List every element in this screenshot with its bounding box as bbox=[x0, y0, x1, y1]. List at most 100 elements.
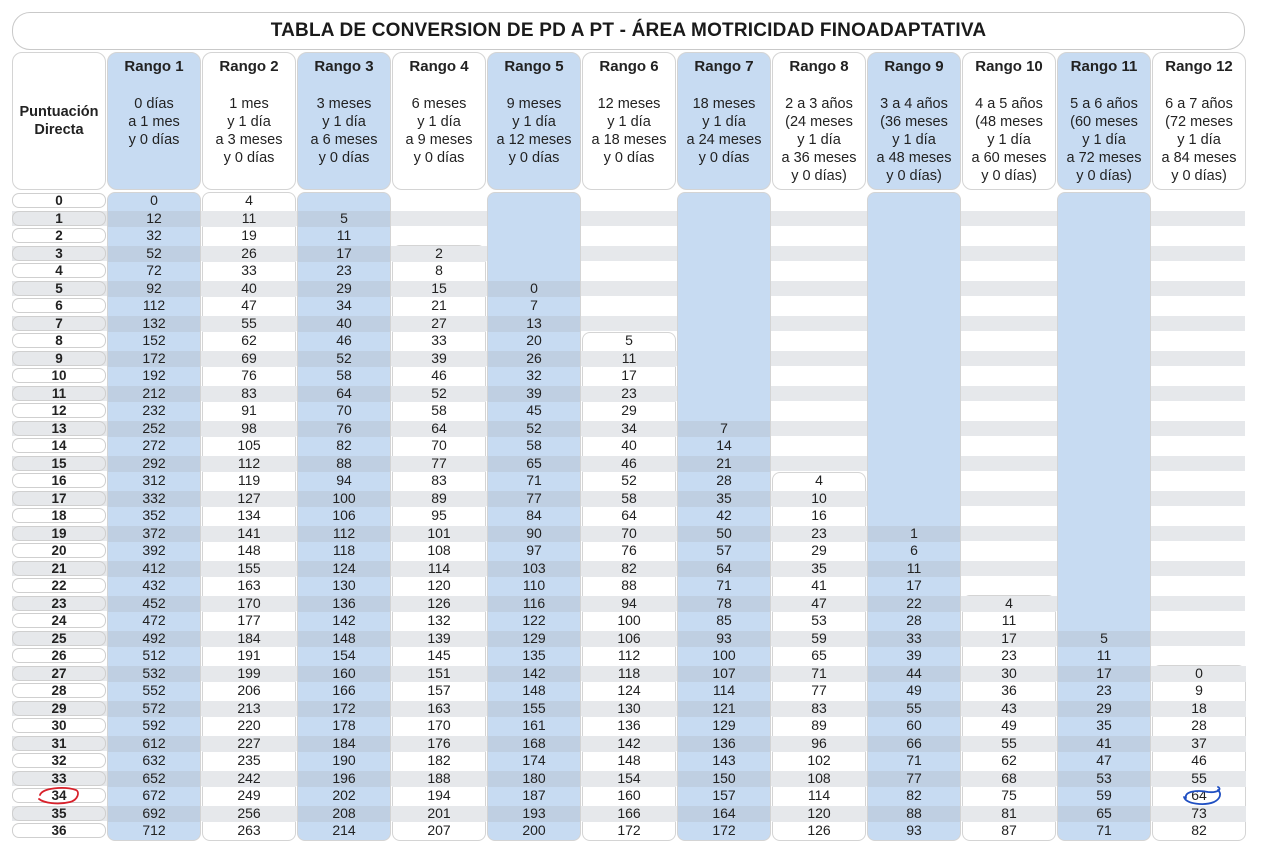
table-cell: 11 bbox=[906, 559, 922, 576]
table-cell: 58 bbox=[621, 489, 637, 506]
table-cell: 126 bbox=[427, 594, 451, 611]
cell-shade bbox=[392, 595, 486, 612]
range-title: Rango 4 bbox=[409, 58, 469, 75]
cell-shade bbox=[202, 525, 296, 542]
table-cell: 135 bbox=[522, 647, 546, 663]
table-cell: 292 bbox=[142, 454, 166, 471]
table-cell: 214 bbox=[332, 822, 356, 838]
table-cell: 22 bbox=[906, 594, 922, 611]
cell-shade bbox=[1152, 700, 1246, 717]
cell-shade bbox=[488, 735, 580, 752]
table-cell: 5 bbox=[1100, 629, 1108, 646]
cell-shade bbox=[678, 735, 770, 752]
table-cell: 66 bbox=[906, 734, 922, 751]
column-body-7 bbox=[677, 192, 771, 841]
cell-shade bbox=[202, 210, 296, 227]
pd-cell: 28 bbox=[12, 683, 106, 698]
table-cell: 93 bbox=[906, 822, 922, 838]
table-cell: 47 bbox=[1096, 752, 1112, 768]
cell-shade bbox=[298, 735, 390, 752]
table-cell: 29 bbox=[336, 279, 352, 296]
cell-shade bbox=[392, 350, 486, 367]
table-cell: 21 bbox=[716, 454, 732, 471]
column-body-5 bbox=[487, 192, 581, 841]
column-body-8 bbox=[772, 472, 866, 841]
cell-shade bbox=[298, 350, 390, 367]
table-cell: 112 bbox=[237, 454, 261, 471]
cell-shade bbox=[108, 560, 200, 577]
table-cell: 39 bbox=[906, 647, 922, 663]
cell-shade bbox=[962, 630, 1056, 647]
cell-shade bbox=[108, 665, 200, 682]
cell-shade bbox=[392, 735, 486, 752]
table-cell: 163 bbox=[427, 699, 451, 716]
cell-shade bbox=[392, 280, 486, 297]
cell-shade bbox=[298, 560, 390, 577]
table-cell: 32 bbox=[526, 367, 542, 383]
cell-shade bbox=[678, 805, 770, 822]
table-cell: 97 bbox=[526, 542, 542, 558]
range-age: 6 a 7 años (72 meses y 1 día a 84 meses … bbox=[1161, 96, 1237, 184]
table-cell: 172 bbox=[712, 822, 736, 838]
table-cell: 4 bbox=[1005, 594, 1013, 611]
table-cell: 232 bbox=[142, 402, 166, 418]
table-cell: 17 bbox=[336, 244, 352, 261]
table-cell: 49 bbox=[906, 682, 922, 698]
table-cell: 23 bbox=[336, 262, 352, 278]
cell-shade bbox=[392, 245, 486, 262]
table-cell: 112 bbox=[332, 524, 356, 541]
table-cell: 9 bbox=[1195, 682, 1203, 698]
table-cell: 41 bbox=[1096, 734, 1112, 751]
table-cell: 100 bbox=[332, 489, 356, 506]
cell-shade bbox=[678, 630, 770, 647]
table-cell: 532 bbox=[142, 664, 166, 681]
range-age: 12 meses y 1 día a 18 meses y 0 días bbox=[591, 96, 667, 166]
table-cell: 472 bbox=[142, 612, 166, 628]
cell-shade bbox=[772, 595, 866, 612]
cell-shade bbox=[488, 525, 580, 542]
cell-shade bbox=[488, 350, 580, 367]
cell-shade bbox=[582, 630, 676, 647]
table-cell: 200 bbox=[522, 822, 546, 838]
cell-shade bbox=[488, 805, 580, 822]
cell-shade bbox=[582, 420, 676, 437]
cell-shade bbox=[488, 455, 580, 472]
column-body-9 bbox=[867, 192, 961, 841]
table-cell: 52 bbox=[336, 349, 352, 366]
cell-shade bbox=[202, 630, 296, 647]
table-cell: 272 bbox=[142, 437, 166, 453]
cell-shade bbox=[298, 700, 390, 717]
range-header-5: Rango 5 9 meses y 1 día a 12 meses y 0 dí… bbox=[487, 52, 581, 190]
cell-shade bbox=[488, 595, 580, 612]
cell-shade bbox=[582, 595, 676, 612]
table-cell: 154 bbox=[617, 769, 641, 786]
cell-shade bbox=[868, 595, 960, 612]
table-cell: 94 bbox=[621, 594, 637, 611]
cell-shade bbox=[392, 700, 486, 717]
table-cell: 76 bbox=[336, 419, 352, 436]
column-body-11 bbox=[1057, 192, 1151, 841]
table-cell: 170 bbox=[427, 717, 451, 733]
cell-shade bbox=[298, 210, 390, 227]
cell-shade bbox=[108, 385, 200, 402]
table-cell: 157 bbox=[427, 682, 451, 698]
table-cell: 59 bbox=[1096, 787, 1112, 803]
table-cell: 11 bbox=[621, 349, 637, 366]
cell-shade bbox=[582, 525, 676, 542]
table-cell: 127 bbox=[237, 489, 261, 506]
table-cell: 77 bbox=[811, 682, 827, 698]
table-cell: 213 bbox=[237, 699, 261, 716]
table-cell: 94 bbox=[336, 472, 352, 488]
pd-cell: 7 bbox=[12, 315, 106, 331]
pd-cell: 14 bbox=[12, 438, 106, 453]
table-cell: 672 bbox=[142, 787, 166, 803]
table-cell: 49 bbox=[1001, 717, 1017, 733]
cell-shade bbox=[772, 630, 866, 647]
table-cell: 392 bbox=[142, 542, 166, 558]
table-cell: 12 bbox=[146, 209, 162, 226]
table-cell: 132 bbox=[142, 314, 166, 331]
range-age: 18 meses y 1 día a 24 meses y 0 días bbox=[686, 96, 762, 166]
table-cell: 136 bbox=[617, 717, 641, 733]
cell-shade bbox=[868, 560, 960, 577]
table-cell: 55 bbox=[906, 699, 922, 716]
